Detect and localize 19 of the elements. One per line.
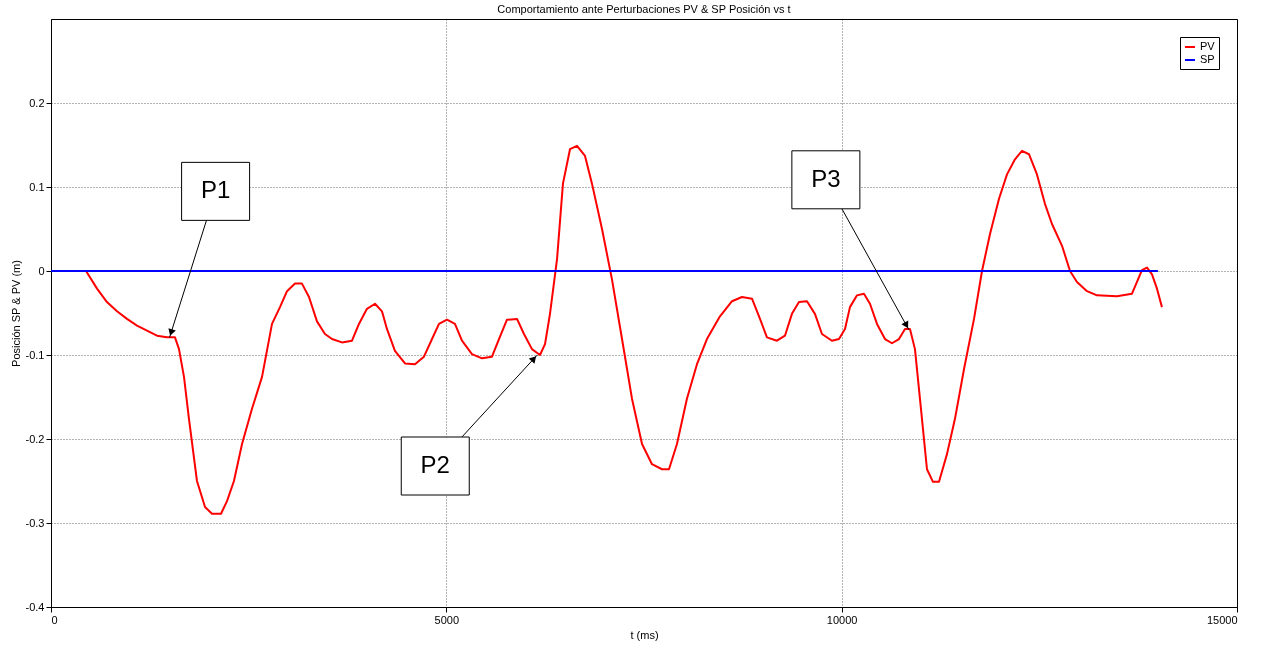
x-tick-label: 15000	[1206, 613, 1238, 626]
y-axis-title: Posición SP & PV (m)	[9, 260, 22, 367]
legend-label: PV	[1200, 40, 1216, 52]
annotation: P1	[200, 176, 231, 204]
x-tick-label: 0	[51, 613, 58, 626]
y-tick-label: -0.4	[25, 600, 45, 613]
annotation: P3	[811, 164, 841, 192]
y-tick-label: 0	[38, 264, 45, 277]
y-tick-label: -0.3	[25, 516, 45, 529]
y-tick-label: 0.2	[29, 96, 45, 109]
x-tick-label: 5000	[434, 613, 460, 626]
y-tick-label: 0.1	[29, 180, 45, 193]
legend-label: SP	[1200, 53, 1215, 65]
y-tick-label: -0.2	[25, 432, 45, 445]
chart-title: Comportamiento ante Perturbaciones PV & SP Posición vs t	[497, 3, 791, 15]
x-axis-title: t (ms)	[630, 628, 659, 641]
annotation: P2	[420, 451, 450, 478]
y-tick-label: -0.1	[25, 348, 45, 361]
x-tick-label: 10000	[826, 613, 858, 626]
